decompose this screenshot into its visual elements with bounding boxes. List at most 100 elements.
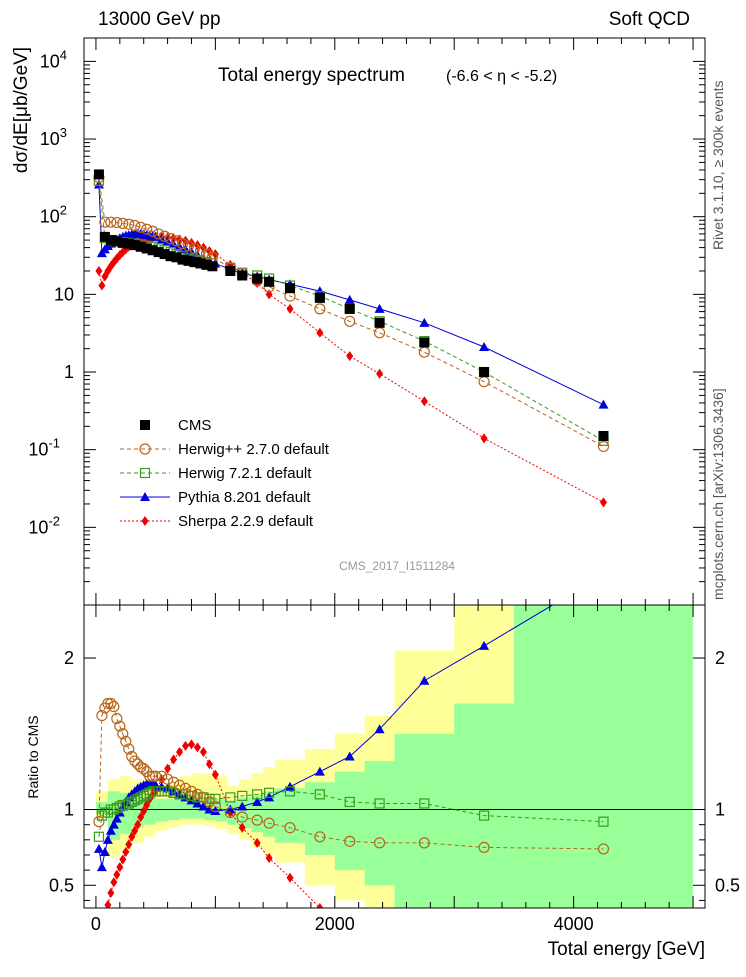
ratio-point-herwigpp xyxy=(156,770,168,782)
ratio-point-pythia xyxy=(99,846,110,856)
ratio-point-herwigpp xyxy=(478,841,490,854)
ratio-point-herwig7 xyxy=(168,787,179,798)
rivet-version-label: Rivet 3.1.10, ≥ 300k events xyxy=(710,80,726,250)
legend-label-pythia: Pythia 8.201 default xyxy=(178,489,311,506)
point-herwigpp xyxy=(194,245,207,257)
ratio-point-herwigpp xyxy=(144,770,156,782)
legend-marker-pythia xyxy=(140,492,150,501)
ratio-point-herwig7 xyxy=(210,793,221,805)
point-cms xyxy=(171,252,182,263)
x-tick-label: 0 xyxy=(91,914,101,934)
point-cms xyxy=(93,169,104,180)
point-herwigpp xyxy=(129,219,141,232)
ratio-point-pythia xyxy=(252,796,263,806)
uncertainty-band-inner xyxy=(334,771,365,871)
legend: CMS Herwig++ 2.7.0 default Herwig 7.2.1 de… xyxy=(120,417,330,530)
point-sherpa xyxy=(599,497,607,508)
point-herwigpp xyxy=(164,233,177,245)
point-herwigpp xyxy=(176,238,189,250)
point-sherpa xyxy=(211,249,219,260)
ratio-point-herwigpp xyxy=(209,800,221,813)
ratio-point-sherpa xyxy=(316,903,324,908)
point-herwigpp xyxy=(182,240,195,252)
ratio-point-pythia xyxy=(344,751,355,761)
point-herwigpp xyxy=(200,248,213,260)
ratio-point-pythia xyxy=(96,862,107,872)
point-herwigpp xyxy=(135,221,147,233)
ratio-point-herwigpp xyxy=(96,709,108,722)
ratio-y-tick-label-right: 2 xyxy=(715,648,725,668)
y-tick-label: 10 xyxy=(54,284,74,304)
ratio-point-herwig7 xyxy=(93,831,105,842)
point-cms xyxy=(344,303,355,314)
legend-label-herwigpp: Herwig++ 2.7.0 default xyxy=(178,441,330,458)
ratio-point-sherpa xyxy=(116,862,124,873)
point-cms xyxy=(285,283,296,294)
legend-label-herwig7: Herwig 7.2.1 default xyxy=(178,465,312,482)
ratio-point-herwigpp xyxy=(108,700,120,713)
ratio-point-herwigpp xyxy=(117,728,129,740)
ratio-point-pythia xyxy=(102,834,113,844)
ratio-point-pythia xyxy=(192,798,203,808)
point-herwigpp xyxy=(105,216,117,228)
uncertainty-band-inner xyxy=(251,794,264,833)
ratio-point-sherpa xyxy=(137,812,145,823)
point-cms xyxy=(195,258,206,269)
ratio-point-sherpa xyxy=(113,869,121,880)
ratio-point-pythia xyxy=(162,783,173,793)
ratio-point-herwig7 xyxy=(150,786,161,797)
ratio-plot: 0.5 0.5 1 1 2 2 0 2000 4000 Ratio to CMS Total e… xyxy=(25,604,740,960)
ratio-point-sherpa xyxy=(265,853,273,864)
point-herwigpp xyxy=(99,216,111,228)
uncertainty-band-inner xyxy=(364,761,395,886)
ratio-point-sherpa xyxy=(182,740,190,751)
point-cms xyxy=(264,276,275,287)
point-cms xyxy=(189,257,200,268)
ratio-point-sherpa xyxy=(211,769,219,780)
ratio-point-herwigpp xyxy=(191,788,204,800)
point-cms xyxy=(99,231,110,242)
y-tick-label: 10-2 xyxy=(28,513,60,537)
point-sherpa xyxy=(346,351,354,362)
ratio-point-pythia xyxy=(108,819,119,829)
legend-marker-herwigpp xyxy=(139,443,151,455)
ratio-y-tick-label-right: 1 xyxy=(715,800,725,820)
point-herwigpp xyxy=(597,440,610,453)
point-herwigpp xyxy=(170,235,183,247)
ratio-point-herwig7 xyxy=(252,789,263,800)
ratio-point-sherpa xyxy=(107,887,115,898)
uncertainty-band-inner xyxy=(394,733,455,908)
ratio-point-herwig7 xyxy=(598,816,609,827)
uncertainty-band-inner xyxy=(131,794,144,828)
uncertainty-band-inner xyxy=(263,791,276,837)
point-cms xyxy=(177,254,188,265)
legend-marker-sherpa xyxy=(141,516,149,526)
ratio-point-herwigpp xyxy=(373,837,386,849)
ratio-point-herwigpp xyxy=(120,735,132,747)
point-cms xyxy=(135,241,146,252)
y-tick-label: 102 xyxy=(40,203,67,227)
ratio-point-sherpa xyxy=(286,872,294,883)
ratio-y-axis-label: Ratio to CMS xyxy=(25,715,41,798)
point-cms xyxy=(111,236,122,247)
point-cms xyxy=(183,255,194,266)
ratio-point-herwigpp xyxy=(251,814,263,826)
point-pythia xyxy=(598,399,609,409)
point-herwigpp xyxy=(314,303,326,315)
ratio-point-herwig7 xyxy=(156,786,167,797)
point-sherpa xyxy=(316,327,324,338)
ratio-point-herwigpp xyxy=(138,763,150,775)
ratio-point-pythia xyxy=(314,766,325,776)
ratio-point-sherpa xyxy=(104,899,112,908)
ratio-point-sherpa xyxy=(205,759,213,770)
point-cms xyxy=(117,237,128,248)
ratio-point-sherpa xyxy=(128,831,136,842)
point-sherpa xyxy=(98,280,106,291)
ratio-point-herwigpp xyxy=(123,743,135,755)
point-sherpa xyxy=(480,433,488,444)
ratio-point-herwig7 xyxy=(96,810,108,821)
ratio-point-herwigpp xyxy=(418,837,430,849)
ratio-point-pythia xyxy=(419,675,430,685)
ratio-point-herwigpp xyxy=(179,782,192,794)
